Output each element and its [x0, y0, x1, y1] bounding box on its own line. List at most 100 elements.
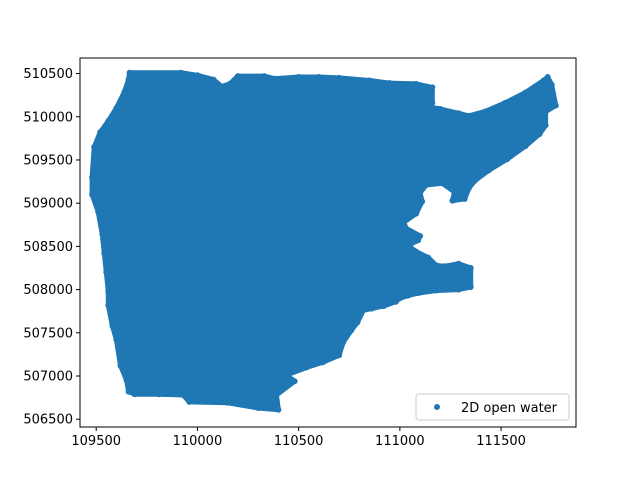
plot-frame — [79, 57, 577, 428]
data-point — [105, 118, 112, 125]
data-point — [467, 284, 474, 290]
data-point — [89, 174, 96, 181]
data-point — [273, 392, 280, 398]
data-point — [303, 364, 310, 371]
data-point — [449, 197, 456, 204]
y-tick-label: 506500 — [23, 413, 73, 428]
data-point — [99, 231, 106, 238]
data-point — [392, 298, 399, 305]
data-point — [437, 106, 444, 112]
x-tick-label: 111000 — [375, 434, 425, 449]
data-point — [105, 288, 112, 295]
data-point — [194, 72, 201, 79]
data-point — [461, 195, 468, 202]
data-point — [415, 290, 422, 297]
data-point — [465, 185, 472, 192]
data-point — [261, 73, 268, 80]
y-tick-label: 510500 — [23, 67, 73, 82]
data-point — [156, 391, 162, 398]
data-point — [536, 131, 543, 137]
data-point — [95, 208, 102, 215]
data-point — [423, 182, 430, 188]
data-point — [368, 305, 375, 312]
data-point — [226, 80, 233, 87]
data-point — [109, 322, 116, 329]
x-tick-label: 111500 — [476, 434, 526, 449]
data-point — [295, 74, 302, 80]
data-point — [481, 108, 488, 115]
data-point — [105, 302, 112, 309]
data-point — [103, 269, 110, 276]
data-point — [113, 336, 120, 343]
legend-label: 2D open water — [461, 401, 558, 416]
data-point — [91, 144, 98, 150]
data-point — [522, 89, 529, 96]
data-point — [522, 143, 529, 150]
data-point — [113, 105, 120, 112]
data-point — [455, 260, 462, 267]
data-point — [504, 156, 511, 163]
data-point — [255, 405, 262, 411]
data-point — [485, 167, 492, 174]
data-point — [354, 319, 361, 326]
data-point — [455, 110, 462, 117]
data-point — [544, 74, 551, 80]
data-point — [271, 75, 278, 82]
data-point — [413, 248, 420, 255]
data-point — [413, 80, 420, 87]
data-point — [451, 188, 458, 195]
data-point — [336, 352, 343, 359]
y-tick-label: 507000 — [23, 370, 73, 385]
data-point — [283, 372, 290, 379]
data-point — [291, 378, 298, 385]
data-point — [433, 287, 440, 294]
data-point — [123, 377, 130, 384]
data-point — [348, 327, 355, 334]
data-point — [405, 242, 411, 249]
data-point — [125, 388, 132, 395]
y-tick-label: 510000 — [23, 110, 73, 125]
data-point — [319, 359, 326, 366]
data-point — [542, 122, 549, 129]
data-point — [97, 129, 104, 136]
x-tick-label: 110000 — [173, 434, 223, 449]
data-point — [234, 73, 241, 80]
data-point — [117, 362, 124, 369]
data-point — [101, 250, 108, 257]
data-layer — [89, 69, 559, 413]
data-point — [275, 406, 282, 413]
data-point — [419, 198, 426, 205]
x-tick-label: 109500 — [71, 434, 121, 449]
data-point — [548, 81, 555, 88]
data-point — [540, 77, 547, 84]
data-point — [455, 286, 462, 293]
data-point — [433, 262, 440, 269]
legend-box — [415, 393, 570, 421]
data-point — [386, 80, 393, 87]
data-point — [366, 77, 373, 84]
legend: 2D open water — [415, 393, 570, 421]
data-point — [218, 83, 225, 90]
data-point — [210, 76, 217, 83]
data-point — [542, 108, 549, 115]
data-point — [425, 254, 432, 261]
legend-marker — [434, 404, 440, 410]
data-point — [415, 237, 422, 244]
data-point — [413, 210, 420, 217]
data-point — [89, 191, 96, 198]
data-point — [467, 265, 474, 271]
data-point — [126, 69, 133, 76]
data-point — [380, 303, 387, 309]
data-point — [552, 102, 559, 109]
y-axis: 506500 507000 507500 508000 508500 509000 5095… — [23, 67, 80, 428]
data-point — [417, 189, 424, 196]
data-point — [423, 103, 430, 110]
data-point — [340, 339, 347, 346]
data-point — [315, 74, 322, 80]
data-point — [360, 307, 367, 314]
data-point — [131, 391, 138, 398]
data-point — [400, 219, 407, 226]
data-point — [180, 392, 187, 398]
y-tick-label: 508500 — [23, 240, 73, 255]
y-tick-label: 508000 — [23, 283, 73, 298]
